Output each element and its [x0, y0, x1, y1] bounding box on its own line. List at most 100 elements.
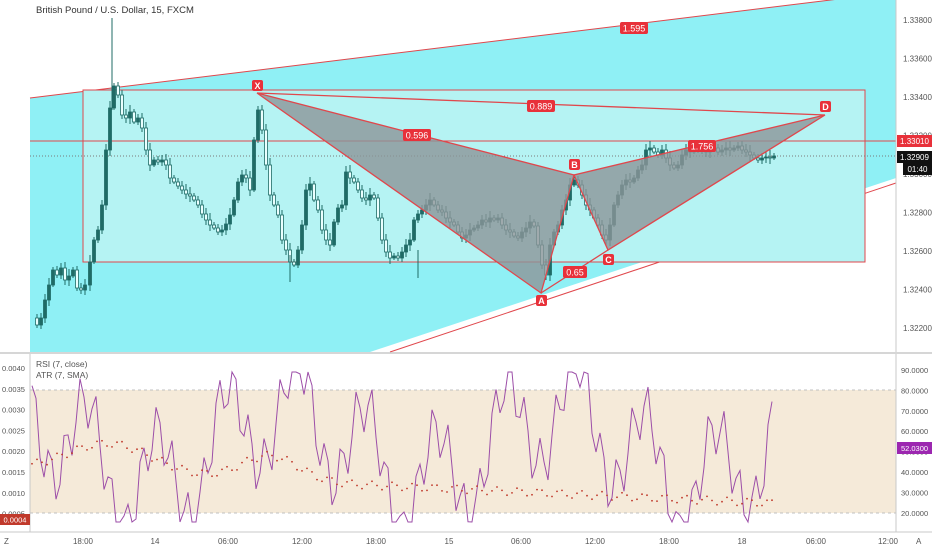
- svg-text:1.33010: 1.33010: [900, 137, 929, 146]
- candle-body: [648, 147, 652, 151]
- atr-dot: [36, 458, 38, 461]
- atr-dot: [766, 499, 768, 502]
- atr-dot: [141, 447, 143, 450]
- atr-dot: [401, 489, 403, 492]
- atr-dot: [521, 489, 523, 492]
- price-axis[interactable]: [896, 0, 932, 352]
- atr-dot: [606, 494, 608, 497]
- candle-body: [404, 244, 408, 253]
- candle-body: [300, 224, 304, 251]
- candle-body: [184, 189, 188, 195]
- atr-dot: [566, 494, 568, 497]
- time-tick-label: 06:00: [806, 537, 827, 546]
- corner-left-label[interactable]: Z: [4, 537, 9, 546]
- atr-dot: [111, 446, 113, 448]
- candle-body: [772, 155, 776, 159]
- point-label-x[interactable]: X: [252, 80, 263, 91]
- symbol-title: British Pound / U.S. Dollar, 15, FXCM: [36, 5, 194, 16]
- atr-dot: [256, 460, 258, 463]
- rsi-legend: RSI (7, close): [36, 359, 88, 369]
- atr-dot: [241, 461, 243, 464]
- ratio-label-xb[interactable]: 0.596: [403, 129, 431, 141]
- candle-body: [380, 217, 384, 241]
- candle-body: [324, 229, 328, 241]
- atr-dot: [761, 504, 763, 507]
- atr-dot: [581, 490, 583, 492]
- candle-body: [96, 229, 100, 241]
- ratio-label-xd[interactable]: 0.889: [527, 100, 555, 112]
- rsi-tick-label: 90.0000: [901, 366, 928, 375]
- candle-body: [248, 177, 252, 191]
- atr-dot: [211, 475, 213, 478]
- candle-body: [244, 174, 248, 179]
- time-tick-label: 12:00: [292, 537, 313, 546]
- candle-body: [83, 284, 87, 291]
- candle-body: [344, 171, 348, 206]
- svg-text:C: C: [605, 255, 612, 265]
- candle-body: [92, 239, 96, 263]
- atr-dot: [551, 495, 553, 498]
- atr-dot: [186, 468, 188, 470]
- candle-body: [220, 229, 224, 233]
- atr-dot: [571, 497, 573, 499]
- atr-dot: [301, 470, 303, 472]
- candle-body: [208, 219, 212, 226]
- atr-dot: [421, 489, 423, 492]
- atr-dot: [431, 484, 433, 486]
- atr-dot: [191, 474, 193, 477]
- candle-body: [756, 157, 760, 161]
- point-label-b[interactable]: B: [569, 159, 580, 170]
- candle-body: [348, 171, 352, 179]
- ratio-label-bd[interactable]: 1.756: [688, 140, 716, 152]
- rsi-badge: 52.0300: [897, 442, 932, 454]
- time-axis[interactable]: [0, 532, 932, 550]
- atr-dot: [751, 499, 753, 502]
- channel-upper-line: [29, 0, 835, 99]
- corner-right-label[interactable]: A: [916, 537, 922, 546]
- candle-body: [224, 223, 228, 231]
- atr-dot: [741, 502, 743, 505]
- atr-dot: [221, 468, 223, 471]
- atr-dot: [456, 484, 458, 487]
- candle-body: [71, 269, 75, 277]
- atr-dot: [336, 483, 338, 486]
- svg-text:0.65: 0.65: [566, 268, 584, 278]
- atr-dot: [151, 460, 153, 462]
- atr-dot: [621, 491, 623, 494]
- candle-body: [360, 189, 364, 199]
- atr-dot: [641, 493, 643, 496]
- candle-body: [240, 174, 244, 183]
- candle-body: [168, 164, 172, 179]
- candle-body: [368, 194, 372, 201]
- candle-body: [100, 204, 104, 231]
- point-label-a[interactable]: A: [536, 295, 547, 306]
- point-label-c[interactable]: C: [603, 254, 614, 265]
- atr-dot: [31, 462, 33, 465]
- atr-dot: [746, 497, 748, 500]
- candle-body: [352, 177, 356, 183]
- candle-body: [176, 181, 180, 187]
- candle-body: [400, 251, 404, 259]
- atr-dot: [546, 495, 548, 497]
- atr-dot: [351, 479, 353, 482]
- ratio-label-ac[interactable]: 0.65: [563, 266, 587, 278]
- atr-dot: [451, 486, 453, 488]
- time-tick-label: 12:00: [878, 537, 899, 546]
- atr-tick-label: 0.0040: [2, 364, 25, 373]
- atr-dot: [311, 471, 313, 473]
- atr-dot: [196, 474, 198, 476]
- atr-dot: [586, 494, 588, 497]
- candle-body: [164, 159, 168, 166]
- candle-body: [228, 214, 232, 225]
- atr-dot: [136, 448, 138, 451]
- atr-dots: [31, 439, 773, 507]
- candle-body: [204, 213, 208, 221]
- svg-text:01:40: 01:40: [907, 165, 928, 174]
- candle-body: [160, 159, 164, 163]
- ratio-label-channel[interactable]: 1.595: [620, 22, 648, 34]
- atr-dot: [61, 453, 63, 456]
- point-label-d[interactable]: D: [820, 101, 831, 112]
- atr-dot: [76, 445, 78, 448]
